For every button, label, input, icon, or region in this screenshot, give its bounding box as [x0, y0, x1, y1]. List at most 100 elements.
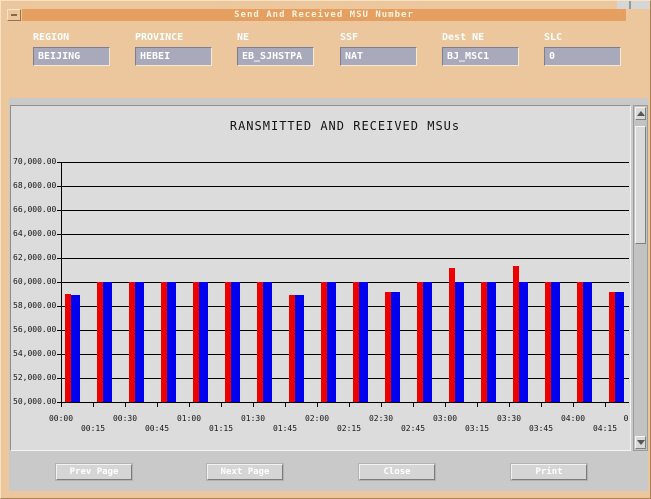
bar-received-msu [327, 282, 336, 402]
y-axis-tick [57, 162, 61, 163]
y-axis-tick [57, 330, 61, 331]
x-tick-label: 00:00 [48, 414, 74, 423]
x-tick-label: 01:00 [176, 414, 202, 423]
prev-page-button[interactable]: Prev Page [56, 464, 132, 480]
gridline [61, 330, 629, 331]
window-title: Send And Received MSU Number [234, 10, 414, 20]
gridline [61, 258, 629, 259]
chart-plot-area: 70,000.00 68,000.00 66,000.00 64,000.00 62,0… [9, 98, 648, 491]
print-button[interactable]: Print [511, 464, 587, 480]
y-tick-label: 58,000.00 [13, 301, 57, 310]
y-tick-label: 70,000.00 [13, 157, 57, 166]
y-tick-label: 60,000.00 [13, 277, 57, 286]
bar-transmitted-msu [193, 282, 199, 402]
x-axis-tick [253, 403, 254, 407]
bar-transmitted-msu [513, 266, 519, 402]
bar-received-msu [423, 282, 432, 402]
x-tick-label: 02:00 [304, 414, 330, 423]
y-axis-tick [57, 210, 61, 211]
background-window-fragment [617, 1, 650, 9]
y-tick-label: 66,000.00 [13, 205, 57, 214]
x-axis-tick [317, 403, 318, 407]
y-axis-tick [57, 282, 61, 283]
bar-received-msu [391, 292, 400, 402]
bar-received-msu [615, 292, 624, 402]
x-axis-tick [125, 403, 126, 407]
bar-received-msu [103, 282, 112, 402]
scrollbar-thumb[interactable] [635, 126, 646, 244]
bar-received-msu [551, 282, 560, 402]
field-input-slc[interactable] [544, 47, 621, 66]
y-axis-tick [57, 306, 61, 307]
bar-received-msu [487, 282, 496, 402]
x-tick-label: 04:00 [560, 414, 586, 423]
bar-received-msu [359, 282, 368, 402]
x-axis-tick [605, 403, 606, 407]
y-tick-label: 68,000.00 [13, 181, 57, 190]
field-input-ne[interactable] [237, 47, 314, 66]
x-axis-tick [381, 403, 382, 407]
bar-transmitted-msu [225, 282, 231, 402]
field-input-ssf[interactable] [340, 47, 417, 66]
bar-transmitted-msu [545, 282, 551, 402]
bar-transmitted-msu [449, 268, 455, 402]
x-axis [61, 402, 629, 403]
x-tick-label: 00:30 [112, 414, 138, 423]
x-tick-label-partial: 0 [623, 414, 629, 423]
field-input-province[interactable] [135, 47, 212, 66]
y-tick-label: 64,000.00 [13, 229, 57, 238]
x-axis-tick [61, 403, 62, 407]
x-axis-tick [221, 403, 222, 407]
bar-received-msu [135, 282, 144, 402]
x-axis-tick [285, 403, 286, 407]
x-tick-label: 03:15 [464, 424, 490, 433]
gridline [61, 306, 629, 307]
x-tick-label: 03:00 [432, 414, 458, 423]
x-axis-tick [541, 403, 542, 407]
window-menu-button[interactable] [7, 9, 21, 21]
x-tick-label: 02:15 [336, 424, 362, 433]
x-axis-tick [573, 403, 574, 407]
bar-transmitted-msu [353, 282, 359, 402]
y-axis-tick [57, 402, 61, 403]
bar-transmitted-msu [97, 282, 103, 402]
gridline [61, 282, 629, 283]
bar-transmitted-msu [129, 282, 135, 402]
bar-received-msu [167, 282, 176, 402]
bar-transmitted-msu [481, 282, 487, 402]
gridline [61, 354, 629, 355]
x-axis-tick [93, 403, 94, 407]
x-axis-tick [349, 403, 350, 407]
down-arrow-icon [637, 440, 645, 445]
field-label-ssf: SSF [340, 32, 359, 43]
bar-transmitted-msu [161, 282, 167, 402]
x-axis-tick [509, 403, 510, 407]
x-tick-label: 01:15 [208, 424, 234, 433]
y-tick-label: 52,000.00 [13, 373, 57, 382]
bar-transmitted-msu [321, 282, 327, 402]
scrollbar-down-button[interactable] [635, 436, 646, 449]
bar-transmitted-msu [385, 292, 391, 402]
x-tick-label: 02:30 [368, 414, 394, 423]
x-tick-label: 01:45 [272, 424, 298, 433]
chart-vertical-scrollbar[interactable] [633, 105, 648, 451]
field-input-dest-ne[interactable] [442, 47, 519, 66]
bar-received-msu [231, 282, 240, 402]
scrollbar-up-button[interactable] [635, 107, 646, 120]
bar-transmitted-msu [65, 294, 71, 402]
chart-dialog: RANSMITTED AND RECEIVED MSUs 70,000.00 68… [9, 98, 648, 491]
y-tick-label: 56,000.00 [13, 325, 57, 334]
next-page-button[interactable]: Next Page [207, 464, 283, 480]
window-menu-icon [11, 14, 17, 16]
gridline [61, 210, 629, 211]
gridline [61, 162, 629, 163]
x-tick-label: 04:15 [592, 424, 618, 433]
close-button[interactable]: Close [359, 464, 435, 480]
y-tick-label: 50,000.00 [13, 397, 57, 406]
field-input-region[interactable] [33, 47, 110, 66]
bar-transmitted-msu [417, 282, 423, 402]
y-axis-tick [57, 354, 61, 355]
x-tick-label: 02:45 [400, 424, 426, 433]
field-label-region: REGION [33, 32, 70, 43]
